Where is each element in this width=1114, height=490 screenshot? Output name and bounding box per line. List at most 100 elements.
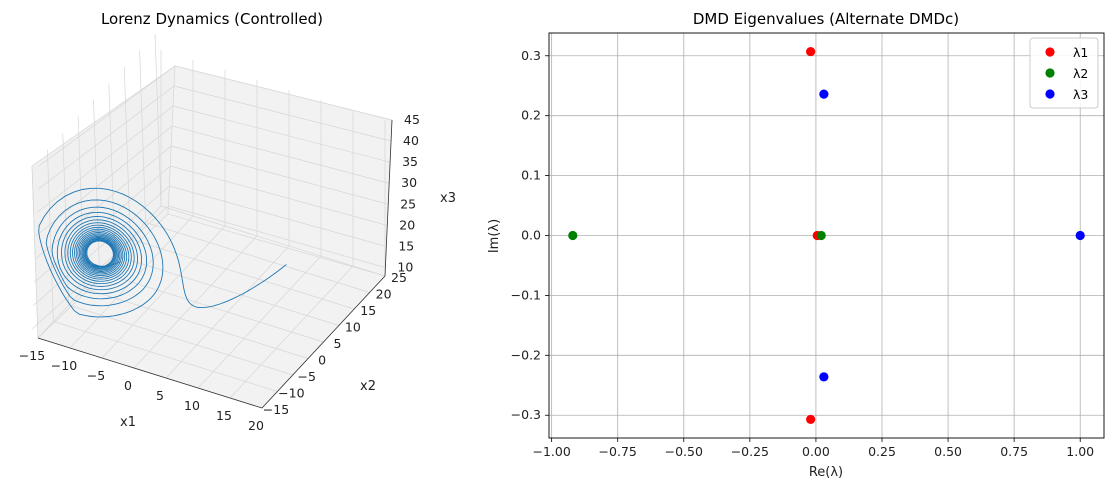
im-tick-label: 0.0 — [521, 228, 541, 243]
x3-tick-label: 40 — [403, 133, 419, 148]
x2-gridline — [160, 205, 386, 277]
x3-side-gridline — [35, 125, 173, 237]
eigenvalue-point-3 — [819, 372, 829, 382]
eigenvalue-point-3 — [1075, 230, 1085, 241]
x3-back-gridline — [168, 205, 386, 268]
x3-back-gridline — [174, 65, 393, 121]
x3-side-gridline — [37, 85, 175, 190]
x1-tick-label: −10 — [51, 358, 77, 373]
im-tick-label: −0.1 — [511, 287, 541, 302]
x3-back-gridline — [172, 125, 390, 184]
im-tick-label: −0.3 — [511, 407, 541, 422]
x2-side-gridline — [31, 165, 39, 339]
re-tick-label: −0.75 — [599, 444, 637, 459]
x3-tick-label: 10 — [397, 260, 413, 275]
x3-back-gridline — [169, 185, 387, 247]
x2-tick-label: 10 — [345, 320, 361, 335]
legend-marker-1 — [1045, 47, 1055, 57]
re-tick-label: −0.50 — [665, 444, 703, 459]
lorenz-plot-title: Lorenz Dynamics (Controlled) — [101, 10, 323, 28]
dmd-plot-title: DMD Eigenvalues (Alternate DMDc) — [693, 10, 959, 28]
dmd-eigenvalue-plot: DMD Eigenvalues (Alternate DMDc) −1.00 −0… — [487, 10, 1105, 480]
re-tick-label: 0.75 — [1000, 444, 1028, 459]
x3-side-gridline — [34, 145, 172, 260]
x3-axis-line — [384, 119, 393, 277]
x2-tick-label: 20 — [376, 287, 392, 302]
im-axis-label: Im(λ) — [487, 219, 502, 253]
x1-tick-label: 5 — [156, 388, 164, 403]
re-tick-label: −0.25 — [731, 444, 769, 459]
scatter-tick-labels: −1.00 −0.75 −0.50 −0.25 0.00 0.25 0.50 0.75 1.00… — [511, 48, 1095, 459]
x1-tick-label: 10 — [184, 398, 200, 413]
x1-tick-label: 20 — [248, 418, 264, 433]
eigenvalue-point-3 — [819, 89, 829, 99]
x3-tick-label: 30 — [401, 175, 417, 190]
x2-gridline — [114, 255, 339, 326]
legend-label-1: λ1 — [1073, 45, 1088, 60]
x3-back-gridline — [173, 85, 392, 142]
re-tick-label: 0.00 — [802, 444, 830, 459]
x2-side-gridline — [62, 132, 70, 306]
x1-tick-label: 0 — [124, 378, 132, 393]
x2-gridline — [130, 238, 355, 310]
x2-tick-label: −15 — [263, 402, 289, 417]
x2-side-gridline — [47, 149, 54, 322]
x3-back-gridline — [171, 145, 389, 205]
eigenvalue-point-1 — [806, 414, 816, 425]
lorenz-3d-plot: Lorenz Dynamics (Controlled) −15−10−5051… — [19, 10, 456, 433]
legend-label-2: λ2 — [1073, 66, 1088, 81]
re-tick-label: −1.00 — [532, 444, 570, 459]
re-tick-label: 0.25 — [868, 444, 896, 459]
x3-axis-label: x3 — [440, 191, 456, 206]
scatter-gridlines — [545, 33, 1104, 442]
x3-side-gridline — [34, 165, 171, 283]
x2-gridline — [53, 321, 278, 392]
x3-side-gridline — [33, 185, 170, 306]
eigenvalue-point-2 — [568, 230, 578, 241]
legend-label-3: λ3 — [1073, 87, 1088, 102]
x2-gridline — [84, 288, 309, 359]
3d-tick-labels: −15−10−505101520−15−10−50510152025101520… — [19, 112, 420, 433]
x3-back-gridline — [170, 165, 388, 226]
x3-side-gridline — [36, 105, 174, 213]
re-tick-label: 0.50 — [934, 444, 962, 459]
x3-tick-label: 20 — [399, 217, 415, 232]
x3-side-gridline — [38, 65, 176, 167]
x1-tick-label: −5 — [87, 368, 105, 383]
x1-axis-line — [37, 337, 263, 409]
x3-tick-label: 25 — [400, 196, 416, 211]
x2-tick-label: 15 — [360, 303, 376, 318]
legend: λ1 λ2 λ3 — [1029, 37, 1099, 109]
x2-tick-label: −5 — [298, 369, 316, 384]
re-axis-label: Re(λ) — [809, 465, 843, 480]
legend-box — [1029, 37, 1099, 109]
x3-back-gridline — [173, 105, 391, 163]
x2-gridline — [99, 271, 324, 343]
im-tick-label: 0.2 — [521, 108, 541, 123]
x2-side-gridline — [154, 33, 162, 207]
eigenvalue-point-2 — [816, 230, 826, 241]
legend-marker-3 — [1045, 89, 1055, 99]
x3-tick-label: 35 — [402, 154, 418, 169]
x2-side-gridline — [93, 99, 100, 273]
im-tick-label: −0.2 — [511, 347, 541, 362]
x2-tick-label: 0 — [318, 353, 326, 368]
scatter-frame — [548, 32, 1105, 439]
x2-axis-label: x2 — [360, 379, 376, 394]
3d-gridlines — [31, 33, 393, 409]
scatter-points — [568, 46, 1085, 425]
x2-tick-label: 25 — [391, 270, 407, 285]
x2-axis-line — [261, 275, 386, 409]
im-tick-label: 0.3 — [521, 48, 541, 63]
re-tick-label: 1.00 — [1066, 444, 1094, 459]
legend-marker-2 — [1045, 68, 1055, 78]
x3-tick-label: 45 — [404, 112, 420, 127]
x2-tick-label: −10 — [278, 386, 304, 401]
x1-tick-label: −15 — [19, 348, 45, 363]
x2-gridline — [145, 222, 370, 293]
lorenz-trajectory — [38, 187, 287, 318]
x3-tick-label: 15 — [398, 238, 414, 253]
x1-axis-label: x1 — [120, 415, 136, 430]
x2-tick-label: 5 — [334, 336, 342, 351]
